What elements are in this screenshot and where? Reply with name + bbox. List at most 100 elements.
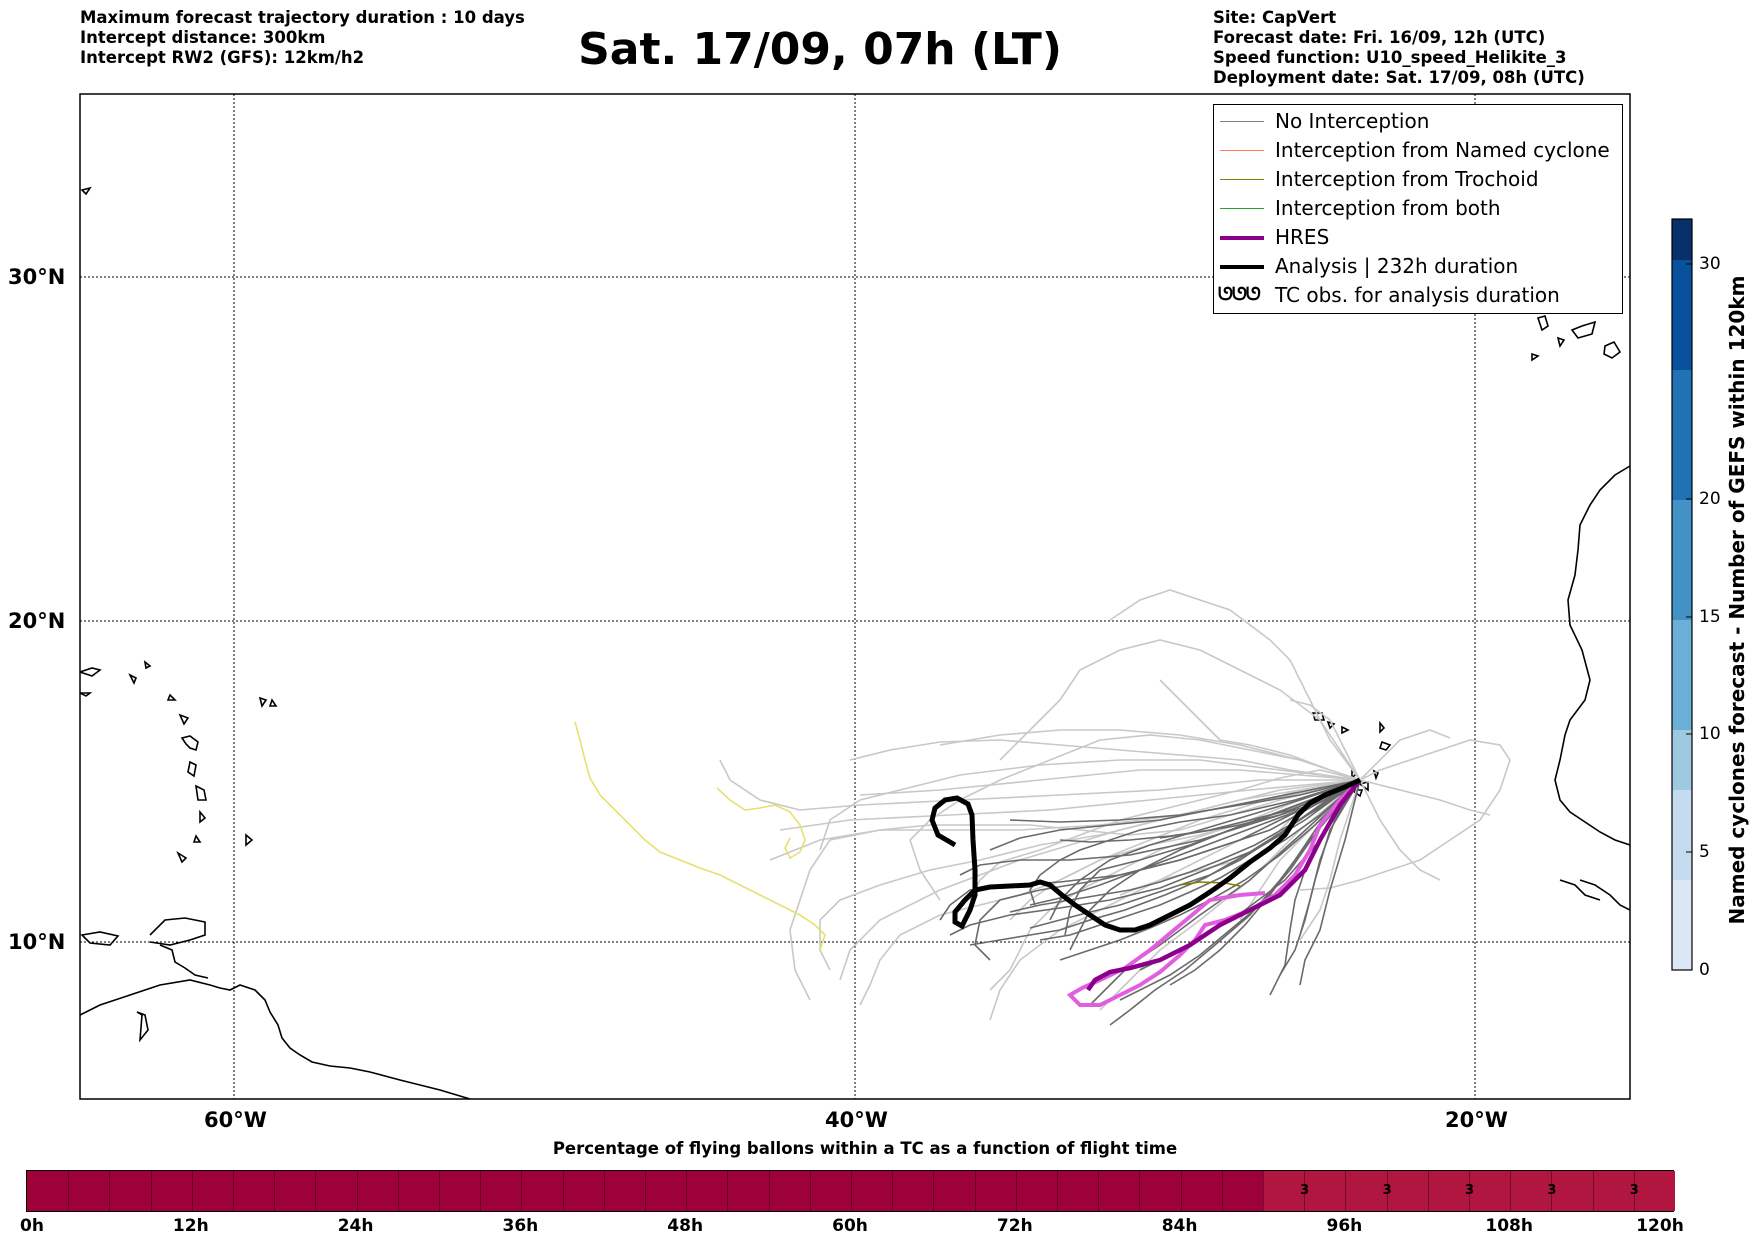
timebar-label: 0h bbox=[20, 1216, 44, 1236]
timebar-label: 72h bbox=[996, 1216, 1033, 1236]
timebar-label: 120h bbox=[1636, 1216, 1684, 1236]
timebar-cell bbox=[27, 1171, 68, 1211]
timebar-cell: 3 bbox=[1630, 1171, 1675, 1211]
timebar-cell bbox=[274, 1171, 315, 1211]
timebar-cell bbox=[1057, 1171, 1098, 1211]
lon-label-20w: 20°W bbox=[1445, 1108, 1508, 1132]
legend-item-no-interception: No Interception bbox=[1214, 107, 1622, 136]
timebar-cell bbox=[892, 1171, 933, 1211]
colorbar-tick-15: 15 bbox=[1699, 607, 1721, 627]
legend-swatch bbox=[1220, 179, 1264, 180]
timebar-cell: 3 bbox=[1547, 1171, 1593, 1211]
timebar-cell bbox=[933, 1171, 974, 1211]
analysis-track bbox=[929, 777, 1362, 933]
timebar-cell bbox=[1180, 1171, 1222, 1211]
colorbar-tick-30: 30 bbox=[1699, 254, 1721, 274]
timebar-label: 60h bbox=[832, 1216, 868, 1236]
timebar-cell: 3 bbox=[1465, 1171, 1511, 1211]
timebar-cell bbox=[1221, 1171, 1263, 1211]
graticule bbox=[80, 94, 1630, 1099]
coastlines bbox=[80, 186, 1630, 1099]
timebar-cell bbox=[1139, 1171, 1180, 1211]
header-left-info: Maximum forecast trajectory duration : 1… bbox=[80, 8, 525, 68]
timebar-cell bbox=[191, 1171, 233, 1211]
legend-item-analysis: Analysis | 232h duration bbox=[1214, 252, 1622, 281]
legend: No Interception Interception from Named … bbox=[1213, 104, 1623, 314]
timebar-cell bbox=[439, 1171, 480, 1211]
timebar-cell bbox=[603, 1171, 645, 1211]
light-trajectories bbox=[719, 589, 1511, 1021]
timebar-cell bbox=[315, 1171, 356, 1211]
timebar-label: 108h bbox=[1485, 1216, 1533, 1236]
tc-symbol-icon: ᘎᘎᘎ bbox=[1218, 284, 1261, 305]
legend-label: HRES bbox=[1275, 225, 1330, 249]
timebar-title: Percentage of flying ballons within a TC… bbox=[552, 1139, 1178, 1158]
colorbar-title: Named cyclones forecast - Number of GEFS… bbox=[1722, 230, 1752, 970]
lon-label-60w: 60°W bbox=[204, 1108, 267, 1132]
hres-ensemble-track bbox=[1066, 778, 1362, 1007]
timebar-cell bbox=[356, 1171, 398, 1211]
timebar-cell bbox=[727, 1171, 768, 1211]
legend-item-hres: HRES bbox=[1214, 223, 1622, 252]
legend-swatch bbox=[1220, 150, 1264, 151]
timebar-cell bbox=[1510, 1171, 1552, 1211]
legend-swatch bbox=[1220, 236, 1264, 240]
timebar-value: 3 bbox=[1300, 1183, 1310, 1198]
max-duration-text: Maximum forecast trajectory duration : 1… bbox=[80, 8, 525, 27]
timebar-label: 36h bbox=[502, 1216, 539, 1236]
timebar-cell bbox=[1592, 1171, 1634, 1211]
legend-label: Interception from both bbox=[1275, 196, 1501, 220]
legend-label: TC obs. for analysis duration bbox=[1275, 283, 1560, 307]
yellow-tracks bbox=[574, 721, 826, 951]
timebar-cell bbox=[1098, 1171, 1139, 1211]
timebar: 3 3 3 3 3 bbox=[26, 1170, 1675, 1212]
timebar-cell bbox=[768, 1171, 810, 1211]
forecast-date-text: Forecast date: Fri. 16/09, 12h (UTC) bbox=[1213, 28, 1546, 47]
timebar-cell bbox=[1427, 1171, 1469, 1211]
timebar-cell bbox=[1345, 1171, 1387, 1211]
timebar-cell bbox=[233, 1171, 274, 1211]
timebar-cell bbox=[686, 1171, 727, 1211]
legend-label: Interception from Named cyclone bbox=[1275, 138, 1610, 162]
intercept-rw2-text: Intercept RW2 (GFS): 12km/h2 bbox=[80, 48, 365, 67]
timebar-cell bbox=[521, 1171, 562, 1211]
legend-label: Interception from Trochoid bbox=[1275, 167, 1539, 191]
header-right-info: Site: CapVert Forecast date: Fri. 16/09,… bbox=[1213, 8, 1585, 88]
colorbar-tick-10: 10 bbox=[1699, 724, 1721, 744]
timebar-label: 48h bbox=[667, 1216, 704, 1236]
timebar-cell bbox=[68, 1171, 109, 1211]
legend-swatch bbox=[1220, 121, 1264, 122]
timebar-value: 3 bbox=[1629, 1183, 1639, 1198]
timebar-cell: 3 bbox=[1383, 1171, 1428, 1211]
legend-swatch bbox=[1220, 208, 1264, 209]
map-frame bbox=[79, 93, 1631, 1100]
trochoid-segment bbox=[1179, 881, 1241, 887]
timebar-value: 3 bbox=[1464, 1183, 1475, 1198]
timebar-cell bbox=[645, 1171, 686, 1211]
page-title: Sat. 17/09, 07h (LT) bbox=[578, 24, 1062, 75]
legend-swatch bbox=[1220, 265, 1264, 269]
timebar-cell bbox=[1263, 1171, 1305, 1211]
timebar-cell: 3 bbox=[1300, 1171, 1346, 1211]
timebar-cell bbox=[480, 1171, 521, 1211]
colorbar-tick-20: 20 bbox=[1699, 489, 1721, 509]
lat-label-30: 30°N bbox=[8, 265, 66, 289]
timebar-value: 3 bbox=[1382, 1183, 1392, 1198]
timebar-cell bbox=[809, 1171, 851, 1211]
colorbar-title-text: Named cyclones forecast - Number of GEFS… bbox=[1725, 275, 1749, 925]
timebar-label: 96h bbox=[1326, 1216, 1363, 1236]
intercept-distance-text: Intercept distance: 300km bbox=[80, 28, 326, 47]
timebar-value: 3 bbox=[1547, 1183, 1557, 1198]
legend-label: No Interception bbox=[1275, 109, 1430, 133]
legend-label: Analysis | 232h duration bbox=[1275, 254, 1519, 278]
timebar-label: 12h bbox=[172, 1216, 209, 1236]
colorbar-tick-5: 5 bbox=[1699, 842, 1710, 862]
dark-trajectories bbox=[939, 779, 1361, 1026]
legend-item-tc-obs: ᘎᘎᘎ TC obs. for analysis duration bbox=[1214, 281, 1622, 310]
site-text: Site: CapVert bbox=[1213, 8, 1337, 27]
legend-item-both: Interception from both bbox=[1214, 194, 1622, 223]
timebar-label: 84h bbox=[1161, 1216, 1198, 1236]
speed-function-text: Speed function: U10_speed_Helikite_3 bbox=[1213, 48, 1567, 67]
colorbar-tick-0: 0 bbox=[1699, 960, 1710, 980]
